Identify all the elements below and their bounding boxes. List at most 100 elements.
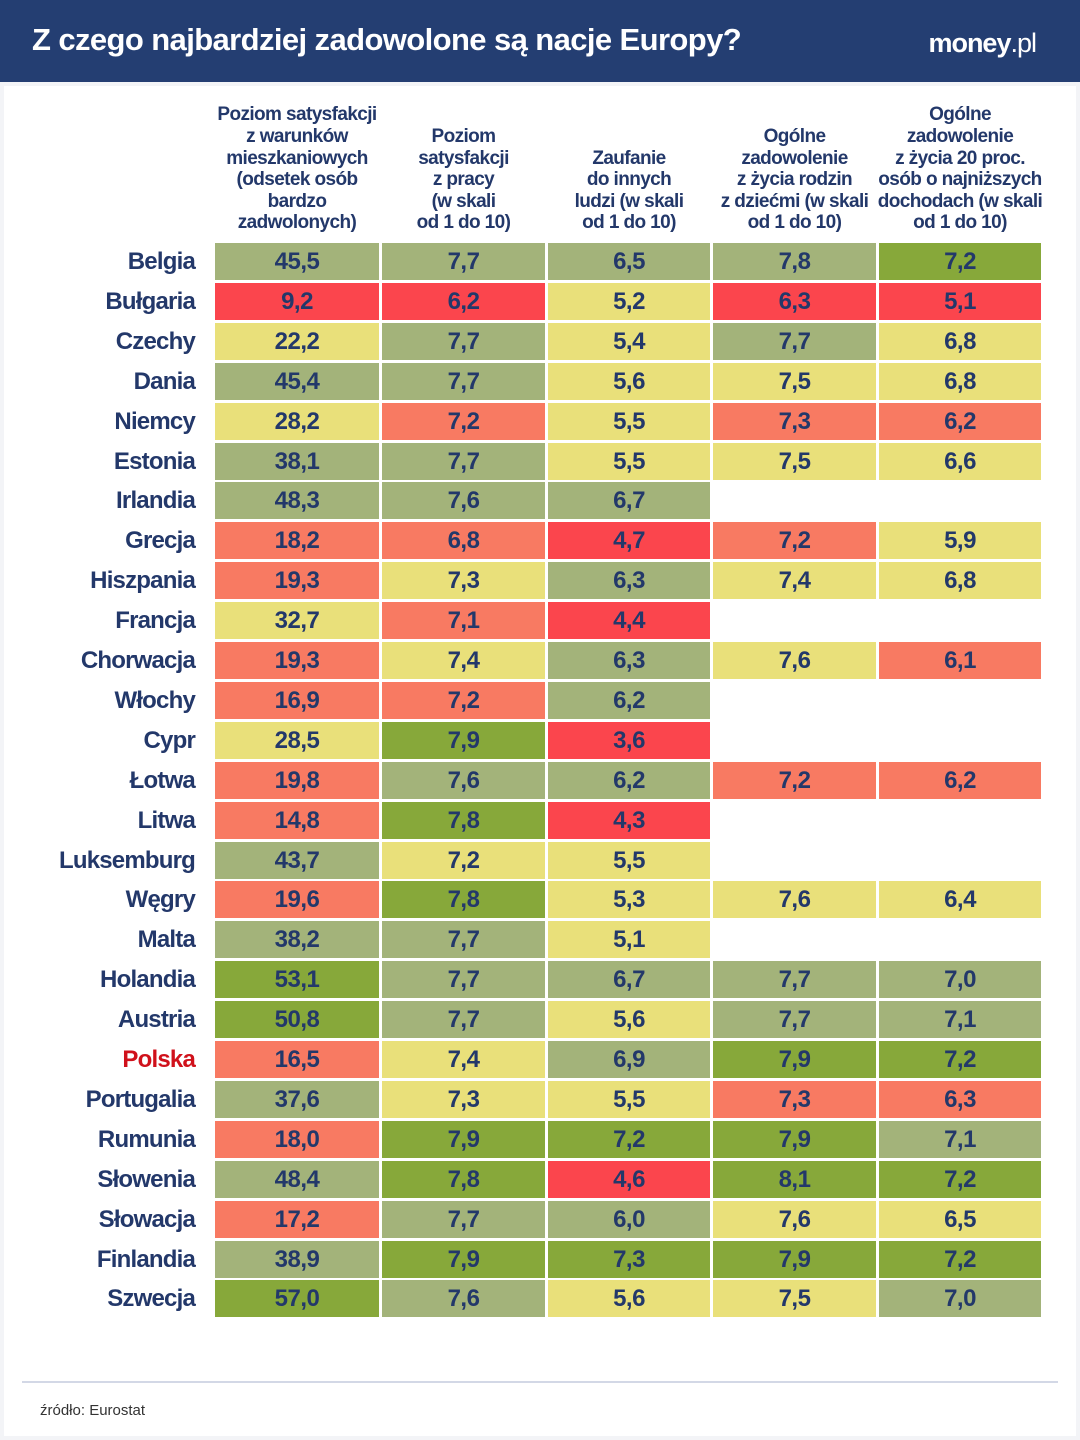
table-cell: 7,4 xyxy=(382,642,545,679)
table-cell: 7,0 xyxy=(879,1280,1041,1318)
table-cell: 6,2 xyxy=(382,282,545,320)
table-cell: 19,3 xyxy=(215,642,379,679)
table-cell: 7,7 xyxy=(382,1200,545,1238)
table-cell: 6,8 xyxy=(879,562,1041,600)
country-label: Estonia xyxy=(113,447,196,475)
footer-divider xyxy=(22,1381,1058,1383)
table-cell: 7,4 xyxy=(713,562,876,600)
country-label: Dania xyxy=(133,367,196,395)
country-label: Słowenia xyxy=(97,1165,195,1193)
table-cell: 7,5 xyxy=(713,362,876,400)
table-cell: 18,2 xyxy=(215,522,379,560)
table-cell: 7,7 xyxy=(382,1001,545,1039)
country-label: Finlandia xyxy=(96,1245,196,1273)
table-cell: 7,9 xyxy=(382,1240,545,1278)
table-cell: 6,8 xyxy=(382,522,545,560)
table-cell: 7,4 xyxy=(382,1041,545,1078)
table-cell: 7,3 xyxy=(548,1240,710,1278)
logo-suffix: .pl xyxy=(1010,28,1037,58)
table-cell: 45,4 xyxy=(215,362,379,400)
table-cell: 7,6 xyxy=(382,761,545,799)
table-cell: 7,1 xyxy=(382,602,545,640)
table-cell: 5,6 xyxy=(548,1001,710,1039)
column-header: Zaufanie do innych ludzi (w skali od 1 d… xyxy=(574,147,684,234)
table-cell: 7,3 xyxy=(713,402,876,440)
table-cell: 48,4 xyxy=(215,1160,379,1198)
table-cell: 7,3 xyxy=(713,1080,876,1118)
country-label: Litwa xyxy=(137,806,196,834)
table-cell: 3,6 xyxy=(548,721,710,759)
table-cell: 6,0 xyxy=(548,1200,710,1238)
table-cell: 5,5 xyxy=(548,1080,710,1118)
table-cell: 5,6 xyxy=(548,362,710,400)
table-cell: 7,2 xyxy=(713,761,876,799)
table-cell: 5,1 xyxy=(879,282,1041,320)
table-cell: 7,7 xyxy=(713,1001,876,1039)
table-cell: 7,9 xyxy=(382,1120,545,1158)
table-cell: 6,3 xyxy=(713,282,876,320)
column-header: Ogólne zadowolenie z życia 20 proc. osób… xyxy=(877,104,1043,234)
table-cell: 6,7 xyxy=(548,961,710,999)
country-label: Malta xyxy=(137,926,196,954)
table-cell: 5,3 xyxy=(548,881,710,919)
source-note: źródło: Eurostat xyxy=(40,1402,146,1419)
table-cell: 38,2 xyxy=(215,921,379,959)
country-label: Holandia xyxy=(100,966,196,994)
table-cell: 9,2 xyxy=(215,282,379,320)
table-cell: 6,6 xyxy=(879,442,1041,480)
country-label: Szwecja xyxy=(107,1285,196,1313)
table-cell: 48,3 xyxy=(215,482,379,520)
table-cell: 14,8 xyxy=(215,801,379,839)
table-cell: 6,8 xyxy=(879,322,1041,360)
table-cell: 7,7 xyxy=(382,921,545,959)
table-cell: 5,4 xyxy=(548,322,710,360)
country-label: Niemcy xyxy=(114,407,195,435)
table-cell: 8,1 xyxy=(713,1160,876,1198)
table-cell: 16,9 xyxy=(215,681,379,719)
table-cell: 17,2 xyxy=(215,1200,379,1238)
country-label: Irlandia xyxy=(116,487,196,515)
table-cell: 6,2 xyxy=(879,402,1041,440)
table-cell: 6,5 xyxy=(879,1200,1041,1238)
table-cell: 19,6 xyxy=(215,881,379,919)
table-cell: 38,9 xyxy=(215,1240,379,1278)
country-label: Grecja xyxy=(125,527,196,555)
table-cell: 7,6 xyxy=(713,1200,876,1238)
table-cell: 7,1 xyxy=(879,1001,1041,1039)
table-cell: 6,3 xyxy=(879,1080,1041,1118)
table-cell: 7,7 xyxy=(382,243,545,280)
table-cell: 7,8 xyxy=(382,881,545,919)
country-label: Czechy xyxy=(115,327,196,355)
table-cell: 6,8 xyxy=(879,362,1041,400)
money-pl-logo: money.pl xyxy=(928,28,1037,59)
table-cell: 7,7 xyxy=(382,362,545,400)
table-cell: 7,6 xyxy=(382,1280,545,1318)
table-cell: 43,7 xyxy=(215,841,379,879)
table-cell: 7,2 xyxy=(713,522,876,560)
table-cell: 53,1 xyxy=(215,961,379,999)
table-cell: 37,6 xyxy=(215,1080,379,1118)
country-label: Rumunia xyxy=(97,1125,196,1153)
table-cell: 7,2 xyxy=(548,1120,710,1158)
table-cell: 7,0 xyxy=(879,961,1041,999)
table-cell: 5,5 xyxy=(548,442,710,480)
table-cell: 6,3 xyxy=(548,562,710,600)
table-cell: 16,5 xyxy=(215,1041,379,1078)
table-cell: 7,3 xyxy=(382,1080,545,1118)
table-cell: 7,2 xyxy=(382,681,545,719)
country-label: Bułgaria xyxy=(105,287,195,315)
country-label: Włochy xyxy=(114,686,195,714)
table-cell: 7,6 xyxy=(382,482,545,520)
table-cell: 38,1 xyxy=(215,442,379,480)
table-cell: 7,2 xyxy=(879,1240,1041,1278)
table-cell: 19,8 xyxy=(215,761,379,799)
table-cell: 7,8 xyxy=(713,243,876,280)
country-label: Francja xyxy=(115,607,196,635)
table-cell: 7,2 xyxy=(879,243,1041,280)
table-cell: 6,7 xyxy=(548,482,710,520)
table-cell: 7,9 xyxy=(713,1041,876,1078)
country-label: Austria xyxy=(117,1006,196,1034)
table-cell: 7,3 xyxy=(382,562,545,600)
table-cell: 7,7 xyxy=(713,961,876,999)
table-cell: 6,2 xyxy=(548,761,710,799)
